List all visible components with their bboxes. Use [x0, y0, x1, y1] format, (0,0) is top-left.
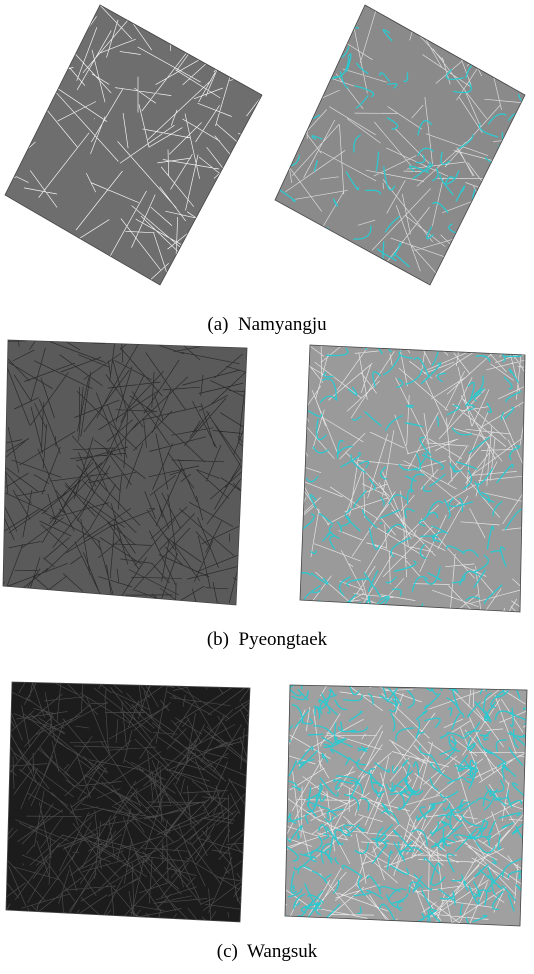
mesh-image	[0, 634, 300, 974]
mesh-image	[256, 283, 534, 668]
mesh-image	[0, 0, 317, 337]
caption: (c) Wangsuk	[217, 941, 318, 962]
mesh-surface	[275, 5, 525, 285]
mesh-surface	[3, 340, 247, 605]
mesh-images	[0, 0, 534, 974]
mesh-image	[228, 638, 534, 955]
caption: (b) Pyeongtaek	[207, 629, 328, 650]
caption: (a) Namyangju	[207, 314, 327, 335]
figure: (a) Namyangju (b) Pyeongtaek (c) Wangsuk	[0, 0, 534, 974]
mesh-image	[216, 0, 534, 339]
mesh-image	[0, 284, 291, 659]
